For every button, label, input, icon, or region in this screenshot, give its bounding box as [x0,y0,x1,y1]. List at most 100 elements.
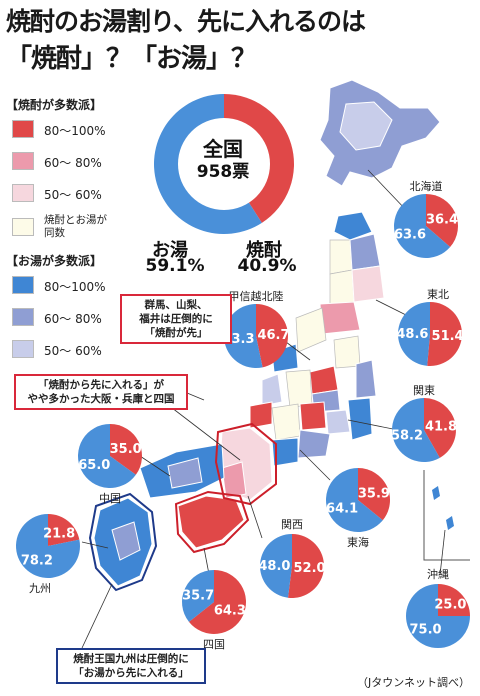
value-label-shochu: 21.8 [43,526,75,541]
region-name-label: 沖縄 [427,567,449,581]
map-tochigi [333,335,361,369]
value-label-shochu: 51.4 [432,329,464,344]
legend-label-oyu-50: 50〜 60% [44,344,102,358]
map-fukui [249,401,273,429]
map-aomori [333,211,373,241]
value-label-oyu: 48.0 [258,559,290,574]
okinawa-inset-border [423,470,470,561]
region-name-label: 関東 [413,384,435,397]
callout-gunma-line-3: 「焼酎が先」 [144,327,208,339]
value-label-oyu: 65.0 [78,458,110,473]
legend-label-shochu-60: 60〜 80% [44,156,102,170]
region-pie-7: 64.335.7 四国 [182,570,247,651]
callout-kyushu-line-1: 焼酎王国九州は圧倒的に [73,653,189,665]
region-pie-9: 25.0 75.0 沖縄 [406,567,470,648]
value-label-oyu: 48.6 [396,327,428,342]
legend-label-shochu-80: 80〜100% [44,124,106,138]
legend-label-oyu-80: 80〜100% [44,280,106,294]
source-credit: （Jタウンネット調べ） [356,676,470,689]
map-yamanashi [299,401,327,431]
region-name-label: 関西 [281,518,303,531]
map-shizuoka [297,429,331,459]
value-label-shochu: 35.9 [358,486,390,501]
map-akita [329,239,353,275]
region-name-label: 北海道 [410,179,443,193]
callout-gunma: 群馬、山梨、 福井は圧倒的に 「焼酎が先」 [120,294,232,344]
slice-oyu [397,302,430,366]
legend-swatch-tie [12,218,34,236]
slice-oyu [394,194,451,258]
map-shikoku [177,495,245,549]
value-label-shochu: 46.7 [257,328,289,343]
legend-swatch-oyu-50 [12,340,34,358]
legend-label-tie: 焼酎とお湯が 同数 [44,214,107,239]
map-nagano [285,369,313,409]
slice-oyu [392,398,440,462]
region-pie-4: 35.964.1 東海 [325,468,390,549]
legend-oyu-header: 【お湯が多数派】 [6,254,103,268]
value-label-oyu: 63.6 [394,227,426,242]
region-name-label: 九州 [29,582,51,595]
national-shochu-pct: 40.9% [237,256,297,276]
region-name-label: 中国 [99,492,121,505]
slice-shochu [256,304,288,368]
national-shochu-label: 焼酎 [246,240,282,261]
legend-swatch-shochu-50 [12,184,34,202]
map-hokkaido-inner [339,101,393,151]
region-name-label: 東海 [347,535,369,549]
legend-swatch-shochu-80 [12,120,34,138]
slice-shochu [427,302,462,366]
map-iwate [349,233,381,271]
national-center-label-2: 958票 [196,162,250,182]
slice-shochu [438,584,470,616]
national-oyu-label: お湯 [152,240,188,261]
slice-shochu [287,534,324,598]
national-donut-hole [178,118,270,210]
national-oyu-pct: 59.1% [145,256,205,276]
slice-oyu [78,424,136,488]
region-pie-3: 41.858.2 関東 [391,384,457,462]
map-niigata [295,307,327,353]
slice-oyu [182,570,214,622]
map-tokyo [325,409,351,435]
region-pie-5: 52.0 48.0 関西 [258,518,326,598]
slice-shochu [48,514,80,546]
value-label-oyu: 75.0 [410,622,442,637]
map-kyushu-outline [88,492,158,592]
slice-shochu [188,570,247,634]
title-line-1: 焼酎のお湯割り、先に入れるのは [6,7,366,36]
map-gunma [309,365,339,395]
legend-swatch-oyu-80 [12,276,34,294]
region-name-label: 甲信越北陸 [229,289,284,303]
callout-osaka-line-2: やや多かった大阪・兵庫と四国 [27,393,175,405]
region-pie-8: 21.8 78.2 九州 [16,514,80,595]
region-pie-6: 35.065.0 中国 [78,424,143,505]
legend-swatch-oyu-60 [12,308,34,326]
callout-osaka-shikoku: 「焼酎から先に入れる」が やや多かった大阪・兵庫と四国 [14,374,188,410]
slice-oyu [16,514,80,578]
region-name-label: 東北 [427,288,449,301]
value-label-shochu: 64.3 [214,604,246,619]
legend-shochu-header: 【焼酎が多数派】 [6,98,103,112]
value-label-shochu: 25.0 [434,598,466,613]
slice-oyu [406,584,470,648]
national-center-label-1: 全国 [203,137,243,161]
value-label-oyu: 64.1 [326,502,358,517]
value-label-shochu: 35.0 [110,442,142,457]
region-name-label: 四国 [203,638,225,651]
slice-oyu [325,468,383,532]
slice-oyu [223,304,263,368]
legend-swatch-shochu-60 [12,152,34,170]
callout-gunma-line-2: 福井は圧倒的に [139,313,213,325]
callout-gunma-line-1: 群馬、山梨、 [144,299,208,311]
map-hyogo-osaka [221,461,247,499]
slice-shochu [426,194,458,248]
value-label-shochu: 41.8 [425,420,457,435]
map-fukushima [319,301,361,335]
map-chiba [347,397,373,441]
map-shikoku-outline [174,490,250,554]
map-kyushu-inner [111,521,141,561]
